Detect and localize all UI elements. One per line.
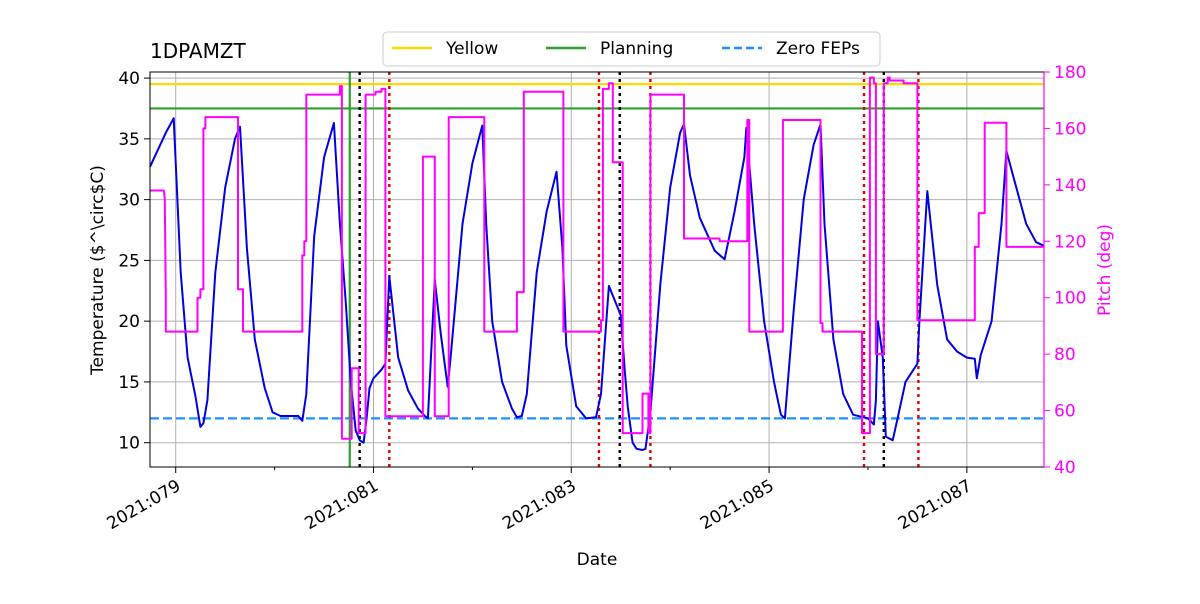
- y-axis-label: Temperature ($^\circ$C): [88, 165, 108, 376]
- legend-box: [382, 31, 881, 67]
- x-tick-label: 2021:079: [104, 476, 185, 534]
- y-tick-label: 25: [118, 251, 140, 271]
- y2-tick-label: 180: [1054, 63, 1086, 83]
- legend-label-yellow: Yellow: [445, 39, 498, 59]
- y2-tick-label: 100: [1054, 289, 1086, 309]
- grid-lines: [150, 72, 1044, 467]
- y2-tick-label: 120: [1054, 232, 1086, 252]
- y2-tick-label: 60: [1054, 402, 1076, 422]
- x-axis-label: Date: [577, 550, 618, 570]
- plot-frame: [149, 71, 1045, 468]
- y-tick-label: 20: [118, 312, 140, 332]
- series-line-temperature: [149, 117, 1045, 451]
- y2-tick-label: 80: [1054, 345, 1076, 365]
- x-tick-label: 2021:083: [499, 476, 580, 534]
- x-tick-label: 2021:085: [697, 476, 778, 534]
- y-tick-label: 30: [118, 191, 140, 211]
- legend-label-zero-feps: Zero FEPs: [776, 39, 860, 59]
- y2-tick-label: 160: [1054, 119, 1086, 139]
- y2-tick-label: 40: [1054, 458, 1076, 478]
- y2-tick-label: 140: [1054, 176, 1086, 196]
- y-tick-label: 40: [118, 69, 140, 89]
- data-series: [149, 76, 1045, 451]
- y2-axis-label: Pitch (deg): [1095, 224, 1115, 316]
- x-tick-label: 2021:087: [895, 476, 976, 534]
- y-tick-label: 15: [118, 373, 140, 393]
- threshold-lines: [150, 83, 1044, 420]
- series-line-pitch: [150, 76, 1044, 440]
- legend: Yellow Planning Zero FEPs: [382, 31, 881, 67]
- y-tick-label: 35: [118, 130, 140, 150]
- y-tick-label: 10: [118, 434, 140, 454]
- x-tick-label: 2021:081: [301, 476, 382, 534]
- legend-label-planning: Planning: [600, 39, 673, 59]
- chart-title: 1DPAMZT: [150, 39, 247, 63]
